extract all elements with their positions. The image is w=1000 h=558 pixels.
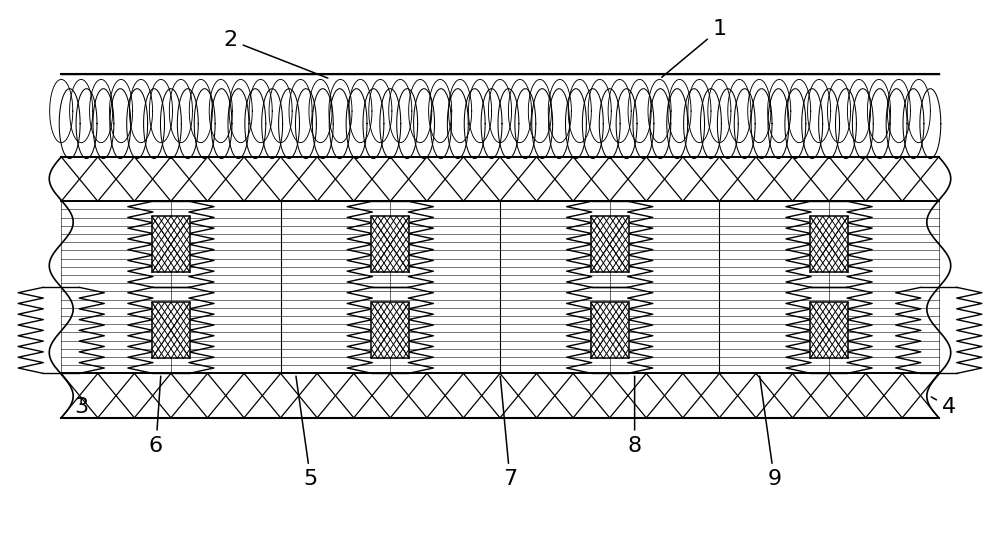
Text: 1: 1 [662,19,726,78]
Bar [591,302,629,358]
Bar [810,302,848,358]
Text: 5: 5 [296,376,318,489]
Text: 6: 6 [149,376,163,455]
Bar [152,302,190,358]
Text: 7: 7 [500,376,517,489]
Text: 3: 3 [74,397,88,417]
Bar [810,217,848,272]
Text: 2: 2 [224,30,328,78]
Text: 4: 4 [931,397,956,417]
Bar [371,217,409,272]
Text: 9: 9 [760,376,781,489]
Bar [591,217,629,272]
Bar [152,217,190,272]
Bar [371,302,409,358]
Text: 8: 8 [628,376,642,455]
